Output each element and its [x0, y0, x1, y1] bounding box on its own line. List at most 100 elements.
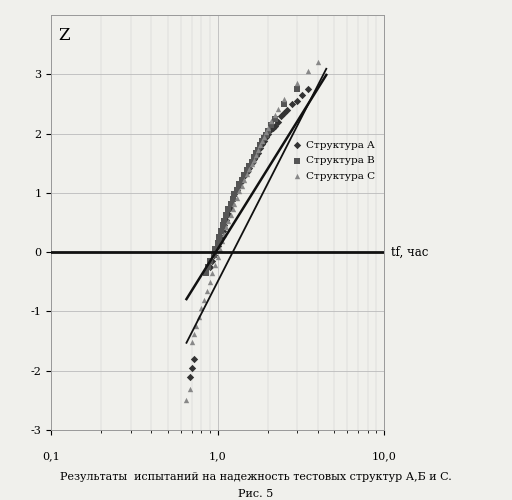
Point: [190, 355, 198, 363]
Структура B: [222, 212, 230, 220]
Структура C: [222, 223, 230, 231]
Структура A: [297, 91, 306, 99]
Структура A: [258, 140, 266, 148]
Структура A: [265, 126, 273, 134]
Структура A: [277, 112, 285, 120]
Структура C: [267, 116, 275, 124]
Структура C: [230, 200, 239, 207]
Структура B: [252, 149, 260, 157]
Структура C: [250, 156, 258, 164]
Структура A: [238, 177, 246, 185]
Text: Z: Z: [58, 28, 69, 44]
Структура A: [260, 136, 268, 144]
Структура A: [210, 251, 218, 259]
Структура B: [210, 251, 218, 259]
Структура C: [200, 296, 208, 304]
Структура B: [211, 245, 220, 253]
Структура C: [210, 261, 219, 269]
Структура C: [256, 142, 264, 150]
Структура A: [283, 106, 291, 114]
Структура B: [204, 263, 212, 271]
Структура B: [256, 142, 264, 150]
Структура B: [270, 114, 279, 122]
Структура B: [214, 240, 222, 248]
Структура C: [232, 194, 241, 202]
Структура C: [262, 128, 270, 136]
Структура A: [269, 124, 277, 132]
Структура C: [198, 304, 206, 312]
Структура C: [203, 286, 211, 294]
Структура B: [215, 234, 223, 241]
Структура C: [260, 132, 268, 140]
Text: Рис. 5: Рис. 5: [239, 489, 273, 499]
Структура B: [235, 180, 243, 188]
Структура A: [235, 182, 243, 190]
Структура A: [243, 168, 251, 176]
Структура B: [250, 154, 258, 162]
Структура A: [256, 144, 264, 152]
Структура C: [280, 95, 288, 103]
Структура A: [227, 200, 235, 207]
Структура B: [243, 166, 251, 174]
Структура A: [293, 97, 301, 105]
Text: Результаты  испытаний на надежность тестовых структур А,Б и C.: Результаты испытаний на надежность тесто…: [60, 472, 452, 482]
Text: tf, час: tf, час: [391, 246, 429, 258]
Структура A: [225, 204, 233, 212]
Структура C: [240, 176, 248, 184]
Структура A: [240, 172, 248, 180]
Структура C: [188, 338, 196, 346]
Структура A: [262, 132, 270, 140]
Структура A: [214, 242, 222, 250]
Структура B: [217, 228, 225, 235]
Структура C: [238, 182, 246, 190]
Структура A: [230, 190, 239, 198]
Структура B: [293, 85, 301, 93]
Структура C: [252, 151, 260, 159]
Структура C: [270, 110, 279, 118]
Структура B: [247, 158, 255, 166]
Структура B: [238, 176, 246, 184]
Структура A: [224, 210, 232, 218]
Структура A: [219, 228, 227, 235]
Text: 1,0: 1,0: [209, 451, 226, 461]
Структура A: [217, 234, 225, 241]
Структура C: [247, 160, 255, 168]
Структура C: [192, 322, 200, 330]
Структура C: [314, 58, 322, 66]
Структура B: [220, 218, 228, 226]
Point: [188, 364, 196, 372]
Структура C: [258, 136, 266, 144]
Структура A: [304, 85, 312, 93]
Структура B: [219, 222, 227, 230]
Point: [186, 372, 194, 380]
Структура C: [264, 124, 272, 132]
Структура A: [270, 122, 279, 130]
Структура B: [232, 186, 241, 194]
Структура B: [254, 146, 262, 154]
Структура A: [254, 148, 262, 156]
Point: [182, 396, 190, 404]
Структура A: [264, 130, 272, 138]
Структура A: [207, 257, 216, 265]
Структура C: [243, 170, 251, 178]
Структура C: [216, 245, 224, 253]
Структура A: [288, 100, 296, 108]
Структура A: [274, 118, 282, 126]
Структура A: [280, 109, 288, 117]
Структура B: [202, 269, 210, 277]
Структура C: [228, 206, 237, 214]
Структура B: [228, 195, 237, 203]
Структура A: [247, 159, 255, 167]
Структура A: [252, 152, 260, 160]
Структура B: [227, 200, 235, 207]
Структура C: [208, 269, 217, 277]
Структура B: [206, 257, 214, 265]
Text: 0,1: 0,1: [42, 451, 60, 461]
Структура C: [227, 212, 235, 220]
Структура B: [245, 162, 253, 170]
Структура A: [228, 195, 237, 203]
Структура A: [245, 164, 253, 172]
Point: [186, 384, 194, 392]
Структура C: [254, 146, 262, 154]
Структура C: [293, 79, 301, 87]
